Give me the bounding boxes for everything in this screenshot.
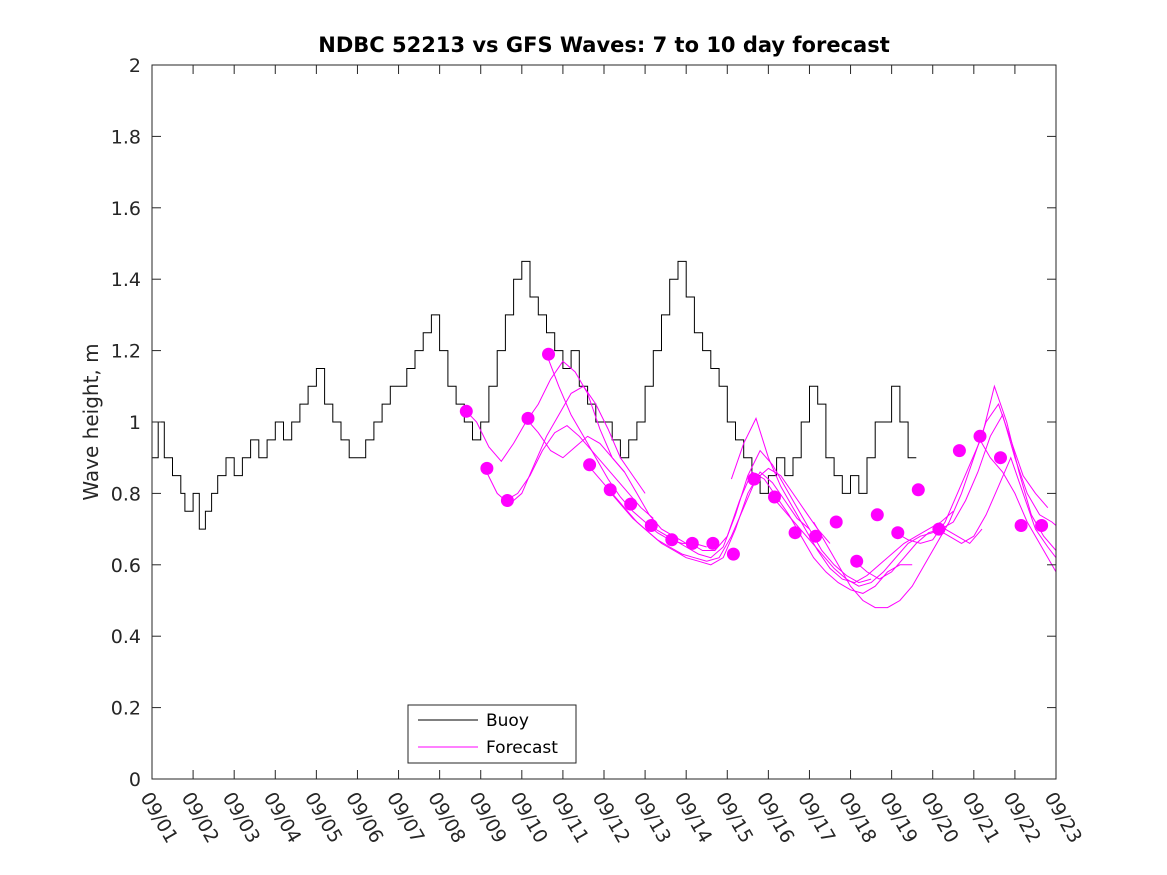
forecast-point — [500, 494, 514, 507]
legend-buoy-label: Buoy — [486, 711, 529, 731]
y-tick-label: 0.4 — [111, 626, 141, 648]
forecast-point — [624, 497, 638, 511]
forecast-series-line-12 — [813, 403, 1049, 609]
plot-area — [151, 64, 1057, 780]
y-tick-label: 1.2 — [111, 341, 141, 363]
legend-forecast-label: Forecast — [486, 738, 558, 758]
forecast-series-line-7 — [607, 467, 831, 562]
forecast-point — [542, 347, 555, 361]
forecast-point — [829, 515, 843, 529]
forecast-point — [480, 461, 494, 475]
forecast-series-line-3 — [505, 424, 654, 519]
y-tick-label: 1 — [129, 412, 141, 434]
forecast-point — [747, 472, 761, 486]
forecast-point — [994, 451, 1007, 465]
forecast-series-line-16 — [977, 436, 1057, 573]
y-axis-label: Wave height, m — [79, 343, 103, 500]
forecast-series-line-1 — [465, 360, 625, 473]
y-axis-ticks — [152, 64, 1056, 780]
forecast-point — [870, 508, 884, 522]
y-tick-label: 0 — [129, 769, 141, 791]
buoy-series-line — [152, 260, 917, 530]
forecast-point — [1035, 519, 1049, 532]
forecast-point — [685, 536, 699, 550]
forecast-point — [952, 444, 966, 458]
forecast-point — [768, 490, 781, 504]
y-tick-label: 1.8 — [111, 126, 141, 148]
y-tick-label: 0.2 — [111, 698, 141, 720]
forecast-point — [850, 554, 864, 568]
forecast-point — [706, 536, 720, 550]
forecast-point — [459, 404, 473, 418]
y-tick-label: 1.4 — [111, 269, 141, 291]
forecast-series-line-6 — [587, 464, 810, 566]
forecast-point — [788, 526, 802, 540]
forecast-series-line-10 — [730, 417, 954, 584]
forecast-point — [583, 458, 597, 472]
forecast-series-line-14 — [895, 384, 1057, 551]
forecast-series-line-11 — [772, 496, 983, 587]
y-tick-label: 2 — [129, 55, 141, 77]
legend: Buoy Forecast — [407, 704, 577, 764]
forecast-series-line-15 — [936, 456, 1057, 559]
forecast-point — [809, 529, 823, 543]
legend-box — [407, 704, 577, 764]
y-tick-label: 0.6 — [111, 555, 141, 577]
forecast-points-layer — [459, 347, 1049, 568]
forecast-point — [726, 547, 740, 561]
forecast-point — [521, 411, 535, 425]
y-tick-label: 0.8 — [111, 483, 141, 505]
forecast-series-line-9 — [690, 471, 913, 594]
x-axis-ticks — [151, 65, 1057, 779]
forecast-point — [932, 522, 946, 536]
forecast-series-line-13 — [854, 413, 1057, 580]
forecast-point — [644, 519, 658, 532]
y-tick-label: 1.6 — [111, 198, 141, 220]
forecast-point — [911, 483, 925, 497]
forecast-point — [891, 526, 905, 540]
forecast-series-line-4 — [525, 418, 687, 544]
buoy-layer — [152, 260, 917, 530]
chart-title: NDBC 52213 vs GFS Waves: 7 to 10 day for… — [318, 33, 889, 57]
forecast-lines-layer — [465, 354, 1057, 609]
forecast-point — [603, 483, 617, 497]
y-axis-tick-labels: 0 0.2 0.4 0.6 0.8 1 1.2 1.4 1.6 1.8 2 — [111, 55, 141, 791]
forecast-point — [973, 429, 987, 443]
forecast-series-line-8 — [648, 449, 872, 584]
forecast-point — [665, 533, 679, 547]
forecast-point — [1014, 519, 1028, 532]
